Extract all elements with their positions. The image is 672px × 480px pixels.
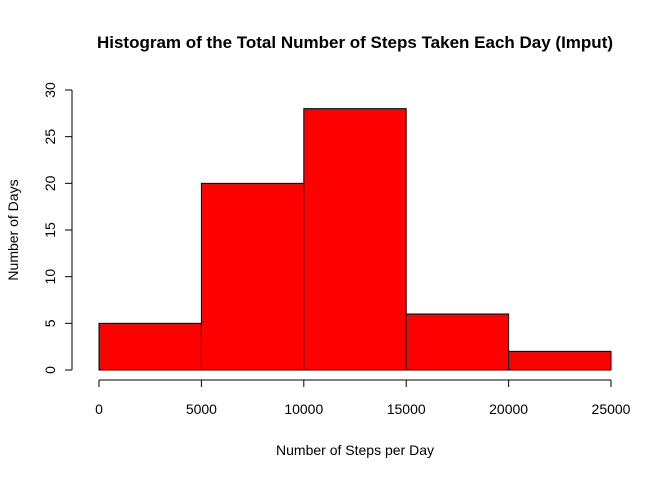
y-axis: 0 5 10 15 20 25 30 [42, 82, 73, 374]
y-tick-label: 10 [42, 269, 58, 285]
histogram-bar-5 [508, 350, 612, 371]
bars-group [98, 108, 612, 371]
histogram-bar-2 [200, 182, 305, 371]
x-tick-label: 0 [95, 401, 103, 417]
x-tick-label: 10000 [284, 401, 323, 417]
chart-title: Histogram of the Total Number of Steps T… [97, 33, 613, 52]
histogram-bar-4 [405, 313, 510, 371]
x-tick-label: 25000 [592, 401, 631, 417]
y-axis-label: Number of Days [5, 179, 21, 280]
x-tick-label: 15000 [387, 401, 426, 417]
y-tick-label: 5 [42, 319, 58, 327]
y-tick-label: 20 [42, 175, 58, 191]
histogram-bar-3 [303, 108, 407, 371]
y-tick-label: 30 [42, 82, 58, 98]
x-axis-label: Number of Steps per Day [276, 442, 434, 458]
histogram-bar-1 [98, 322, 202, 371]
y-tick-label: 0 [42, 366, 58, 374]
x-axis: 0 5000 10000 15000 20000 25000 [95, 379, 631, 417]
y-tick-label: 15 [42, 222, 58, 238]
x-tick-label: 20000 [489, 401, 528, 417]
y-tick-label: 25 [42, 129, 58, 145]
x-tick-label: 5000 [186, 401, 217, 417]
